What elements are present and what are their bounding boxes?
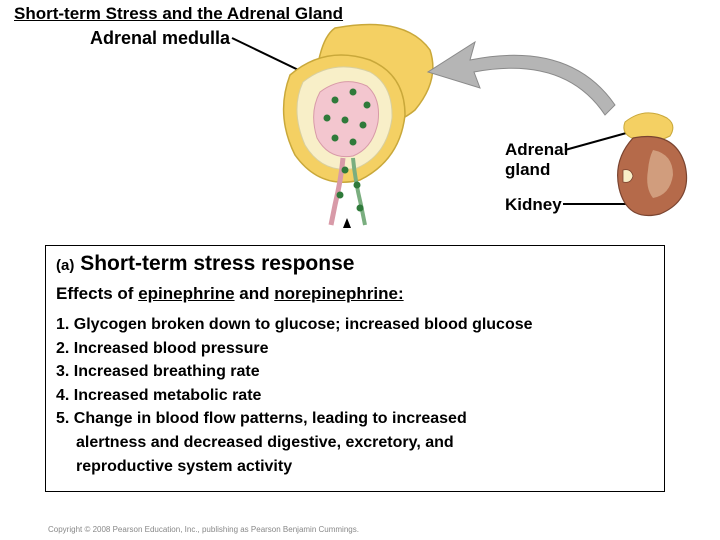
panel-title-text: Short-term stress response [80, 252, 354, 275]
sub-mid: and [235, 284, 275, 303]
sub-prefix: Effects of [56, 284, 138, 303]
effect-5c: reproductive system activity [56, 456, 654, 478]
effects-list: 1. Glycogen broken down to glucose; incr… [56, 314, 654, 477]
label-adrenal-gland: Adrenalgland [505, 140, 568, 179]
effect-3: 3. Increased breathing rate [56, 361, 654, 383]
sub-norepinephrine: norepinephrine: [274, 284, 403, 303]
adrenal-cross-section [265, 20, 445, 220]
context-arrow [420, 30, 630, 150]
label-kidney: Kidney [505, 195, 562, 215]
panel-heading: (a) Short-term stress response [56, 252, 654, 276]
copyright-notice: Copyright © 2008 Pearson Education, Inc.… [48, 525, 359, 534]
effect-1: 1. Glycogen broken down to glucose; incr… [56, 314, 654, 336]
sub-epinephrine: epinephrine [138, 284, 234, 303]
effect-4: 4. Increased metabolic rate [56, 385, 654, 407]
effect-5b: alertness and decreased digestive, excre… [56, 432, 654, 454]
kidney-diagram [605, 110, 695, 220]
panel-tag: (a) [56, 257, 74, 274]
panel-subtitle: Effects of epinephrine and norepinephrin… [56, 284, 654, 304]
label-adrenal-medulla: Adrenal medulla [90, 28, 230, 49]
effect-5a: 5. Change in blood flow patterns, leadin… [56, 408, 654, 430]
response-panel: (a) Short-term stress response Effects o… [45, 245, 665, 492]
effect-2: 2. Increased blood pressure [56, 338, 654, 360]
